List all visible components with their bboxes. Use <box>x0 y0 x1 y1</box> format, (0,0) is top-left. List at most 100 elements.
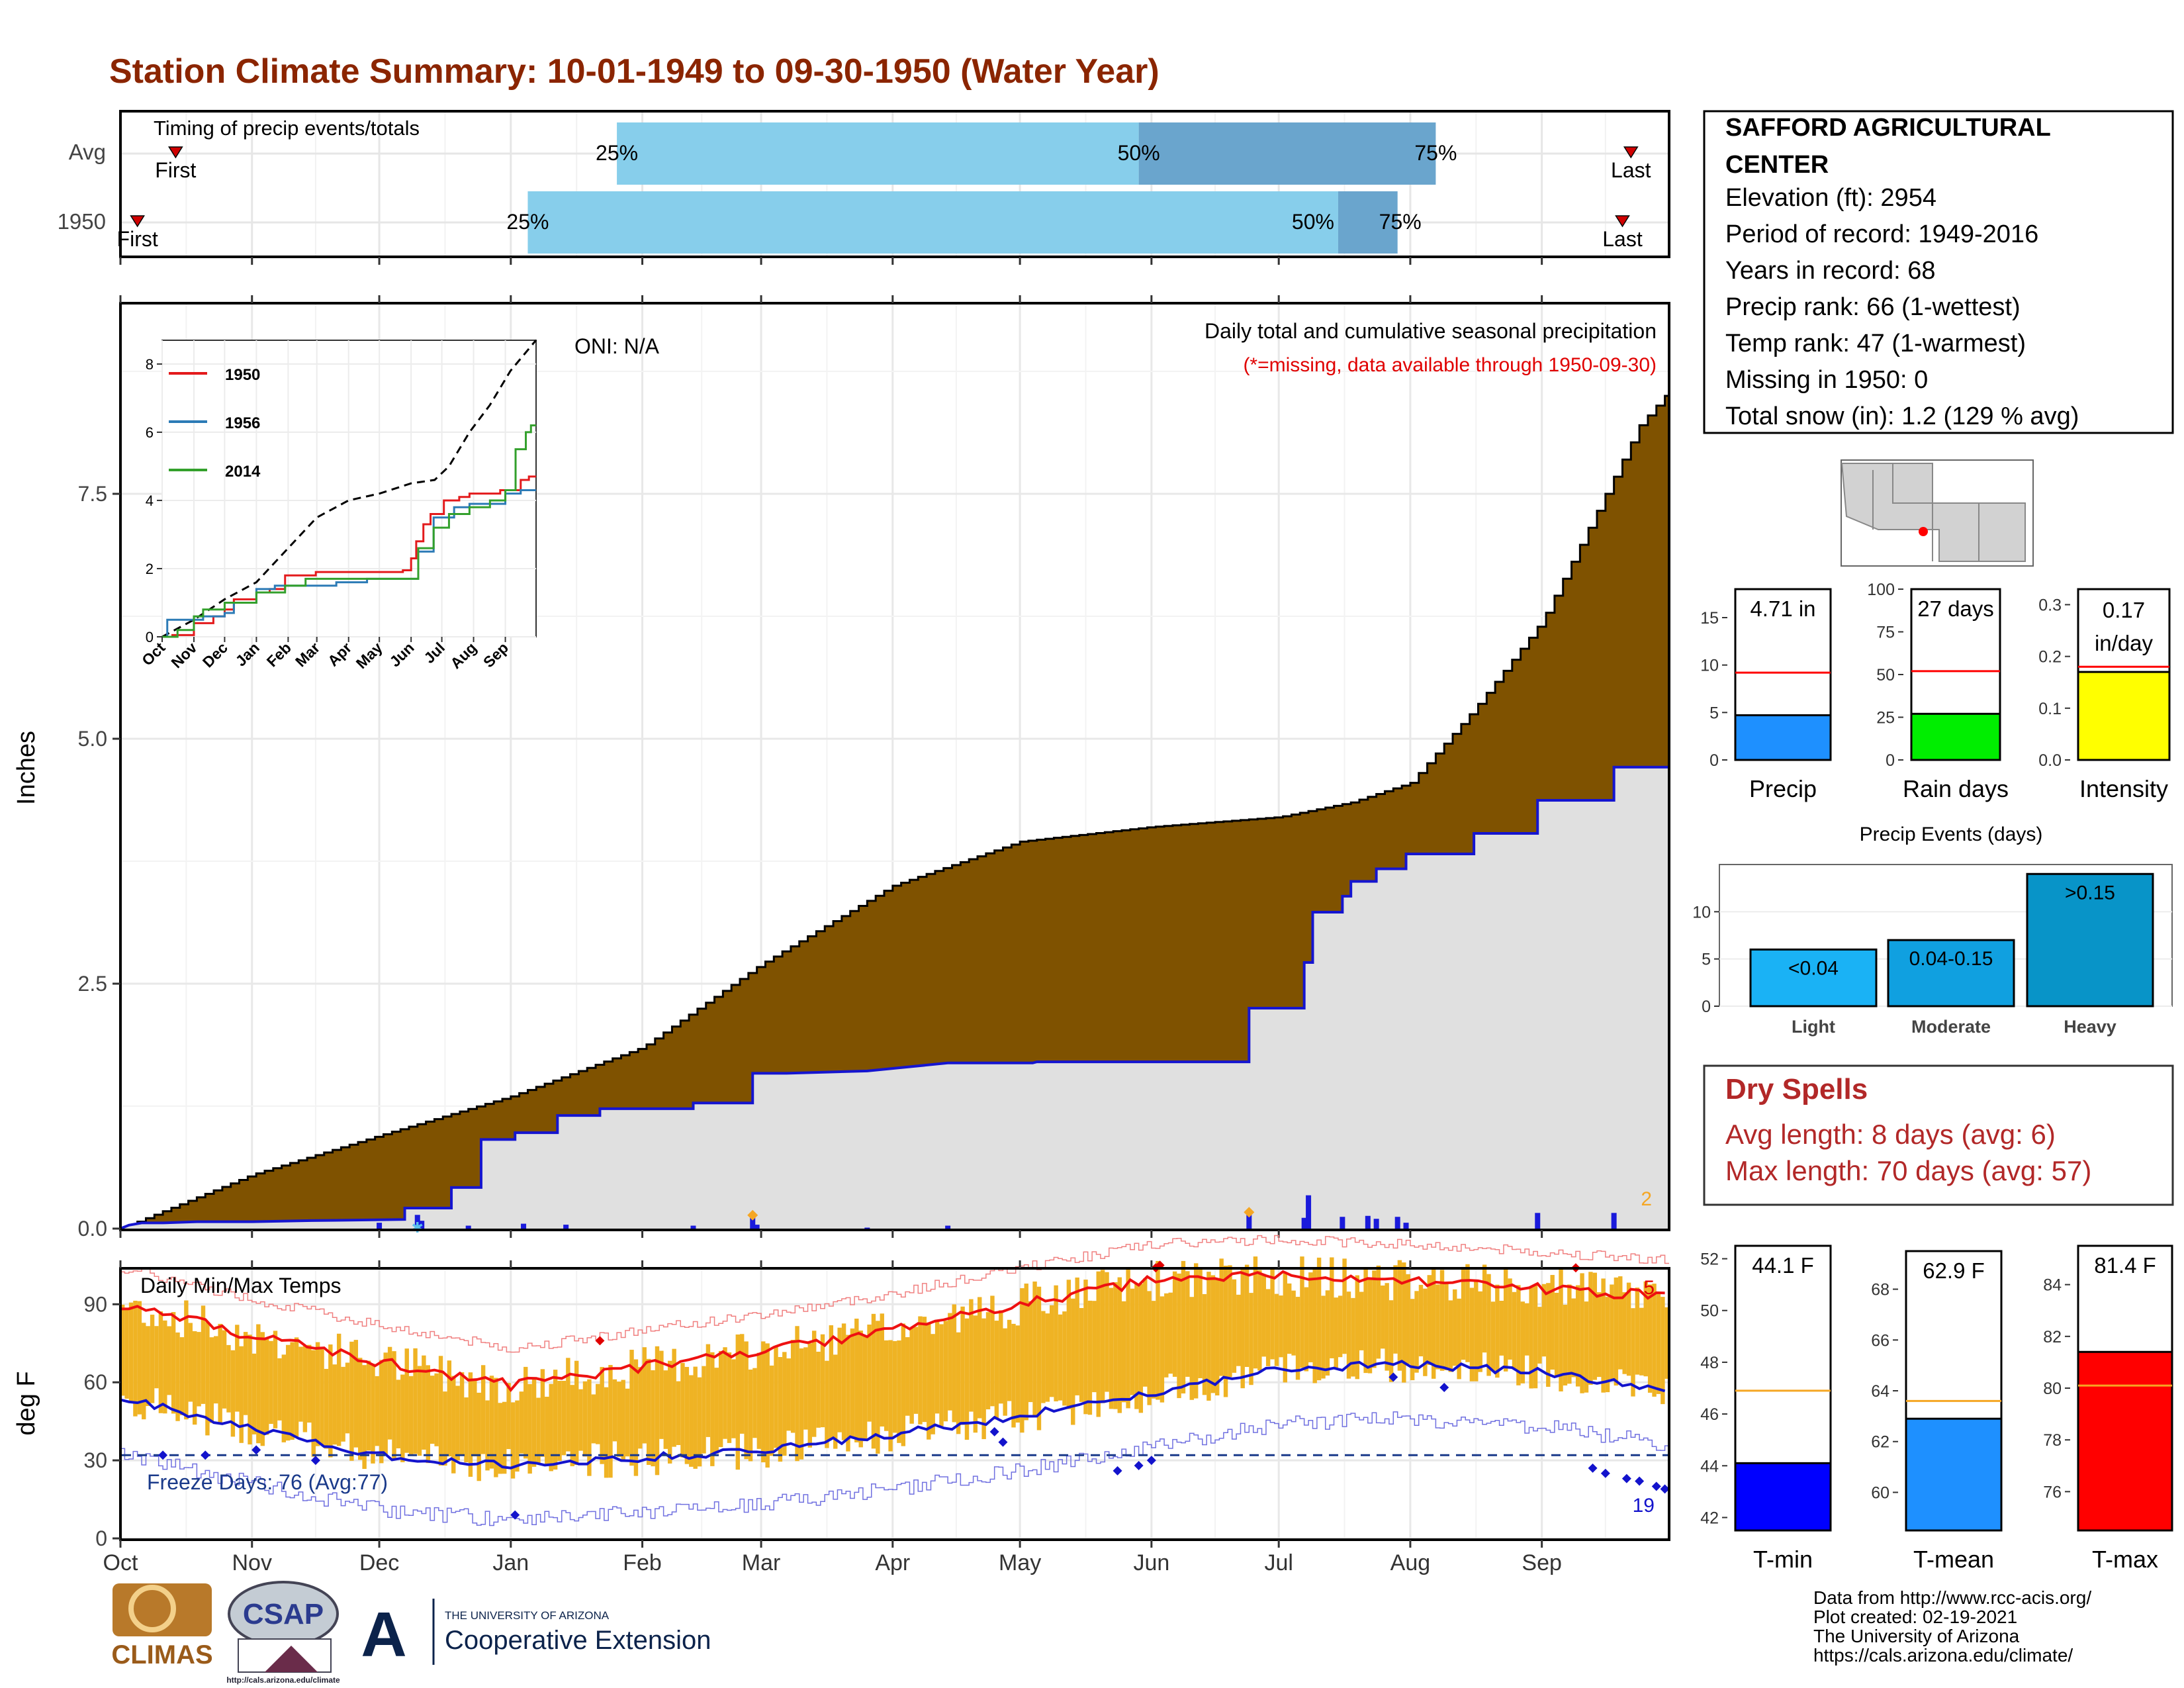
month-label-apr: Apr <box>875 1550 910 1575</box>
daily-temp-bar <box>578 1389 583 1451</box>
daily-temp-bar <box>697 1377 702 1467</box>
precip-events-bars: 0 5 10 <0.04 Light 0.04-0.15 Moderate >0.15 Heav… <box>1692 864 2173 1037</box>
daily-temp-bar <box>179 1337 185 1415</box>
daily-temp-bar <box>825 1360 829 1448</box>
daily-temp-bar <box>226 1344 231 1413</box>
summary-value-label-0: 4.71 in <box>1750 596 1815 621</box>
summary-y-tick-label: 0 <box>1886 751 1895 770</box>
daily-temp-bar <box>408 1376 414 1455</box>
daily-temp-bar <box>167 1326 171 1395</box>
daily-temp-bar <box>867 1324 872 1422</box>
record-low-marker <box>1388 1372 1398 1382</box>
daily-temp-bar <box>714 1368 719 1454</box>
summary-name-label-5: T-mean <box>1913 1546 1994 1573</box>
daily-temp-bar <box>120 1304 125 1396</box>
daily-temp-bar <box>320 1349 324 1445</box>
daily-temp-bar <box>1071 1298 1075 1425</box>
daily-temp-bar <box>841 1323 846 1440</box>
daily-temp-bar <box>642 1347 647 1444</box>
legend-label-2014: 2014 <box>225 463 261 481</box>
daily-temp-bar <box>748 1369 753 1462</box>
timing-q25-label-1: 25% <box>506 210 549 234</box>
daily-temp-bar <box>978 1297 982 1419</box>
summary-y-tick-label: 78 <box>2043 1431 2062 1450</box>
daily-temp-bar <box>744 1341 749 1460</box>
daily-temp-bar <box>1087 1300 1093 1415</box>
daily-temp-bar <box>1100 1270 1105 1403</box>
daily-temp-bar <box>281 1354 287 1442</box>
daily-temp-bar <box>956 1332 961 1434</box>
daily-temp-bar <box>239 1346 244 1443</box>
daily-temp-bar <box>990 1295 995 1407</box>
daily-temp-bar <box>1316 1257 1322 1381</box>
timing-row-label-avg: Avg <box>69 140 106 164</box>
record-low-marker <box>251 1445 261 1455</box>
daily-temp-bar <box>1304 1287 1309 1372</box>
station-info-frame <box>1703 110 2174 434</box>
precip-missing-note: (*=missing, data available through 1950-… <box>1243 354 1657 376</box>
daily-temp-bar <box>1283 1272 1288 1383</box>
precip-chart-title: Daily total and cumulative seasonal prec… <box>1205 319 1657 343</box>
temp-panel: 0 30 60 90 Daily Min/Max Temps Freeze Days:… <box>13 1235 1670 1575</box>
daily-temp-bar <box>294 1337 299 1438</box>
daily-temp-bar <box>1601 1278 1606 1393</box>
daily-temp-bar <box>1631 1308 1635 1397</box>
daily-temp-bar <box>1397 1260 1402 1371</box>
daily-temp-bar <box>790 1340 796 1433</box>
record-low-marker <box>1134 1460 1144 1470</box>
daily-temp-bar <box>459 1372 465 1456</box>
daily-temp-bar <box>761 1341 766 1463</box>
daily-temp-bar <box>485 1400 490 1471</box>
daily-temp-bar <box>1338 1295 1343 1358</box>
inset-x-tick-label: Feb <box>263 639 295 670</box>
daily-temp-bar <box>668 1360 672 1464</box>
daily-temp-bar <box>387 1346 392 1440</box>
year-cumulative-line <box>120 765 1669 1230</box>
inset-y-tick-label: 6 <box>146 424 154 441</box>
avg-min-line <box>120 1360 1666 1470</box>
station-missing: Missing in 1950: 0 <box>1725 366 1928 394</box>
daily-temp-bar <box>1610 1284 1614 1380</box>
record-high-line <box>120 1235 1669 1353</box>
daily-temp-bar <box>570 1385 574 1466</box>
daily-temp-bar <box>693 1366 698 1469</box>
daily-temp-bar <box>905 1337 910 1416</box>
daily-temp-bar <box>205 1322 210 1436</box>
month-label-dec: Dec <box>359 1550 399 1575</box>
ua-big-text: Cooperative Extension <box>445 1626 711 1655</box>
daily-temp-bar <box>1066 1280 1071 1409</box>
daily-temp-bar <box>1478 1291 1482 1372</box>
daily-precip-bar <box>1301 1217 1307 1229</box>
daily-temp-bar <box>230 1350 236 1437</box>
daily-temp-bar <box>353 1340 359 1448</box>
station-period: Period of record: 1949-2016 <box>1725 220 2038 248</box>
daily-temp-bar <box>638 1367 643 1449</box>
daily-temp-bar <box>1652 1284 1657 1397</box>
inset-x-tick-label: Apr <box>324 639 355 669</box>
daily-temp-bar <box>948 1313 952 1411</box>
daily-temp-bar <box>1508 1278 1512 1360</box>
daily-precip-bar <box>521 1223 527 1229</box>
summary-value-label-4: 44.1 F <box>1752 1253 1814 1278</box>
summary-y-tick-label: 25 <box>1876 709 1895 727</box>
daily-temp-bar <box>600 1367 604 1464</box>
daily-temp-bar <box>417 1366 422 1456</box>
daily-temp-bar <box>833 1354 838 1449</box>
summary-value-label-1: 27 days <box>1917 596 1994 621</box>
station-snow: Total snow (in): 1.2 (129 % avg) <box>1725 402 2079 430</box>
daily-temp-bar <box>702 1366 706 1454</box>
daily-precip-bar <box>377 1223 383 1229</box>
daily-temp-bar <box>1486 1274 1491 1376</box>
daily-temp-bar <box>897 1340 901 1443</box>
summary-y-tick-label: 48 <box>1700 1354 1719 1372</box>
record-low-line <box>120 1411 1669 1526</box>
daily-temp-bar <box>201 1305 206 1404</box>
daily-temp-bar <box>1418 1284 1424 1356</box>
daily-temp-bar <box>985 1312 991 1410</box>
daily-temp-bar <box>909 1327 914 1424</box>
daily-temp-bar <box>1393 1265 1398 1354</box>
daily-temp-bar <box>1287 1283 1292 1354</box>
daily-temp-bar <box>175 1332 180 1421</box>
daily-temp-bar <box>192 1331 197 1425</box>
